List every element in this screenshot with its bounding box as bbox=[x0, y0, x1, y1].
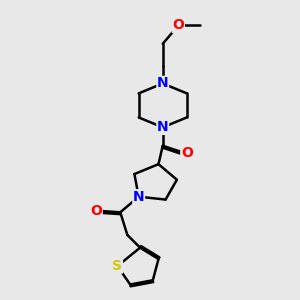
Text: O: O bbox=[172, 18, 184, 32]
Text: O: O bbox=[181, 146, 193, 160]
Text: N: N bbox=[157, 76, 169, 91]
Text: S: S bbox=[112, 259, 122, 273]
Text: N: N bbox=[133, 190, 145, 204]
Text: N: N bbox=[157, 120, 169, 134]
Text: O: O bbox=[90, 204, 102, 218]
